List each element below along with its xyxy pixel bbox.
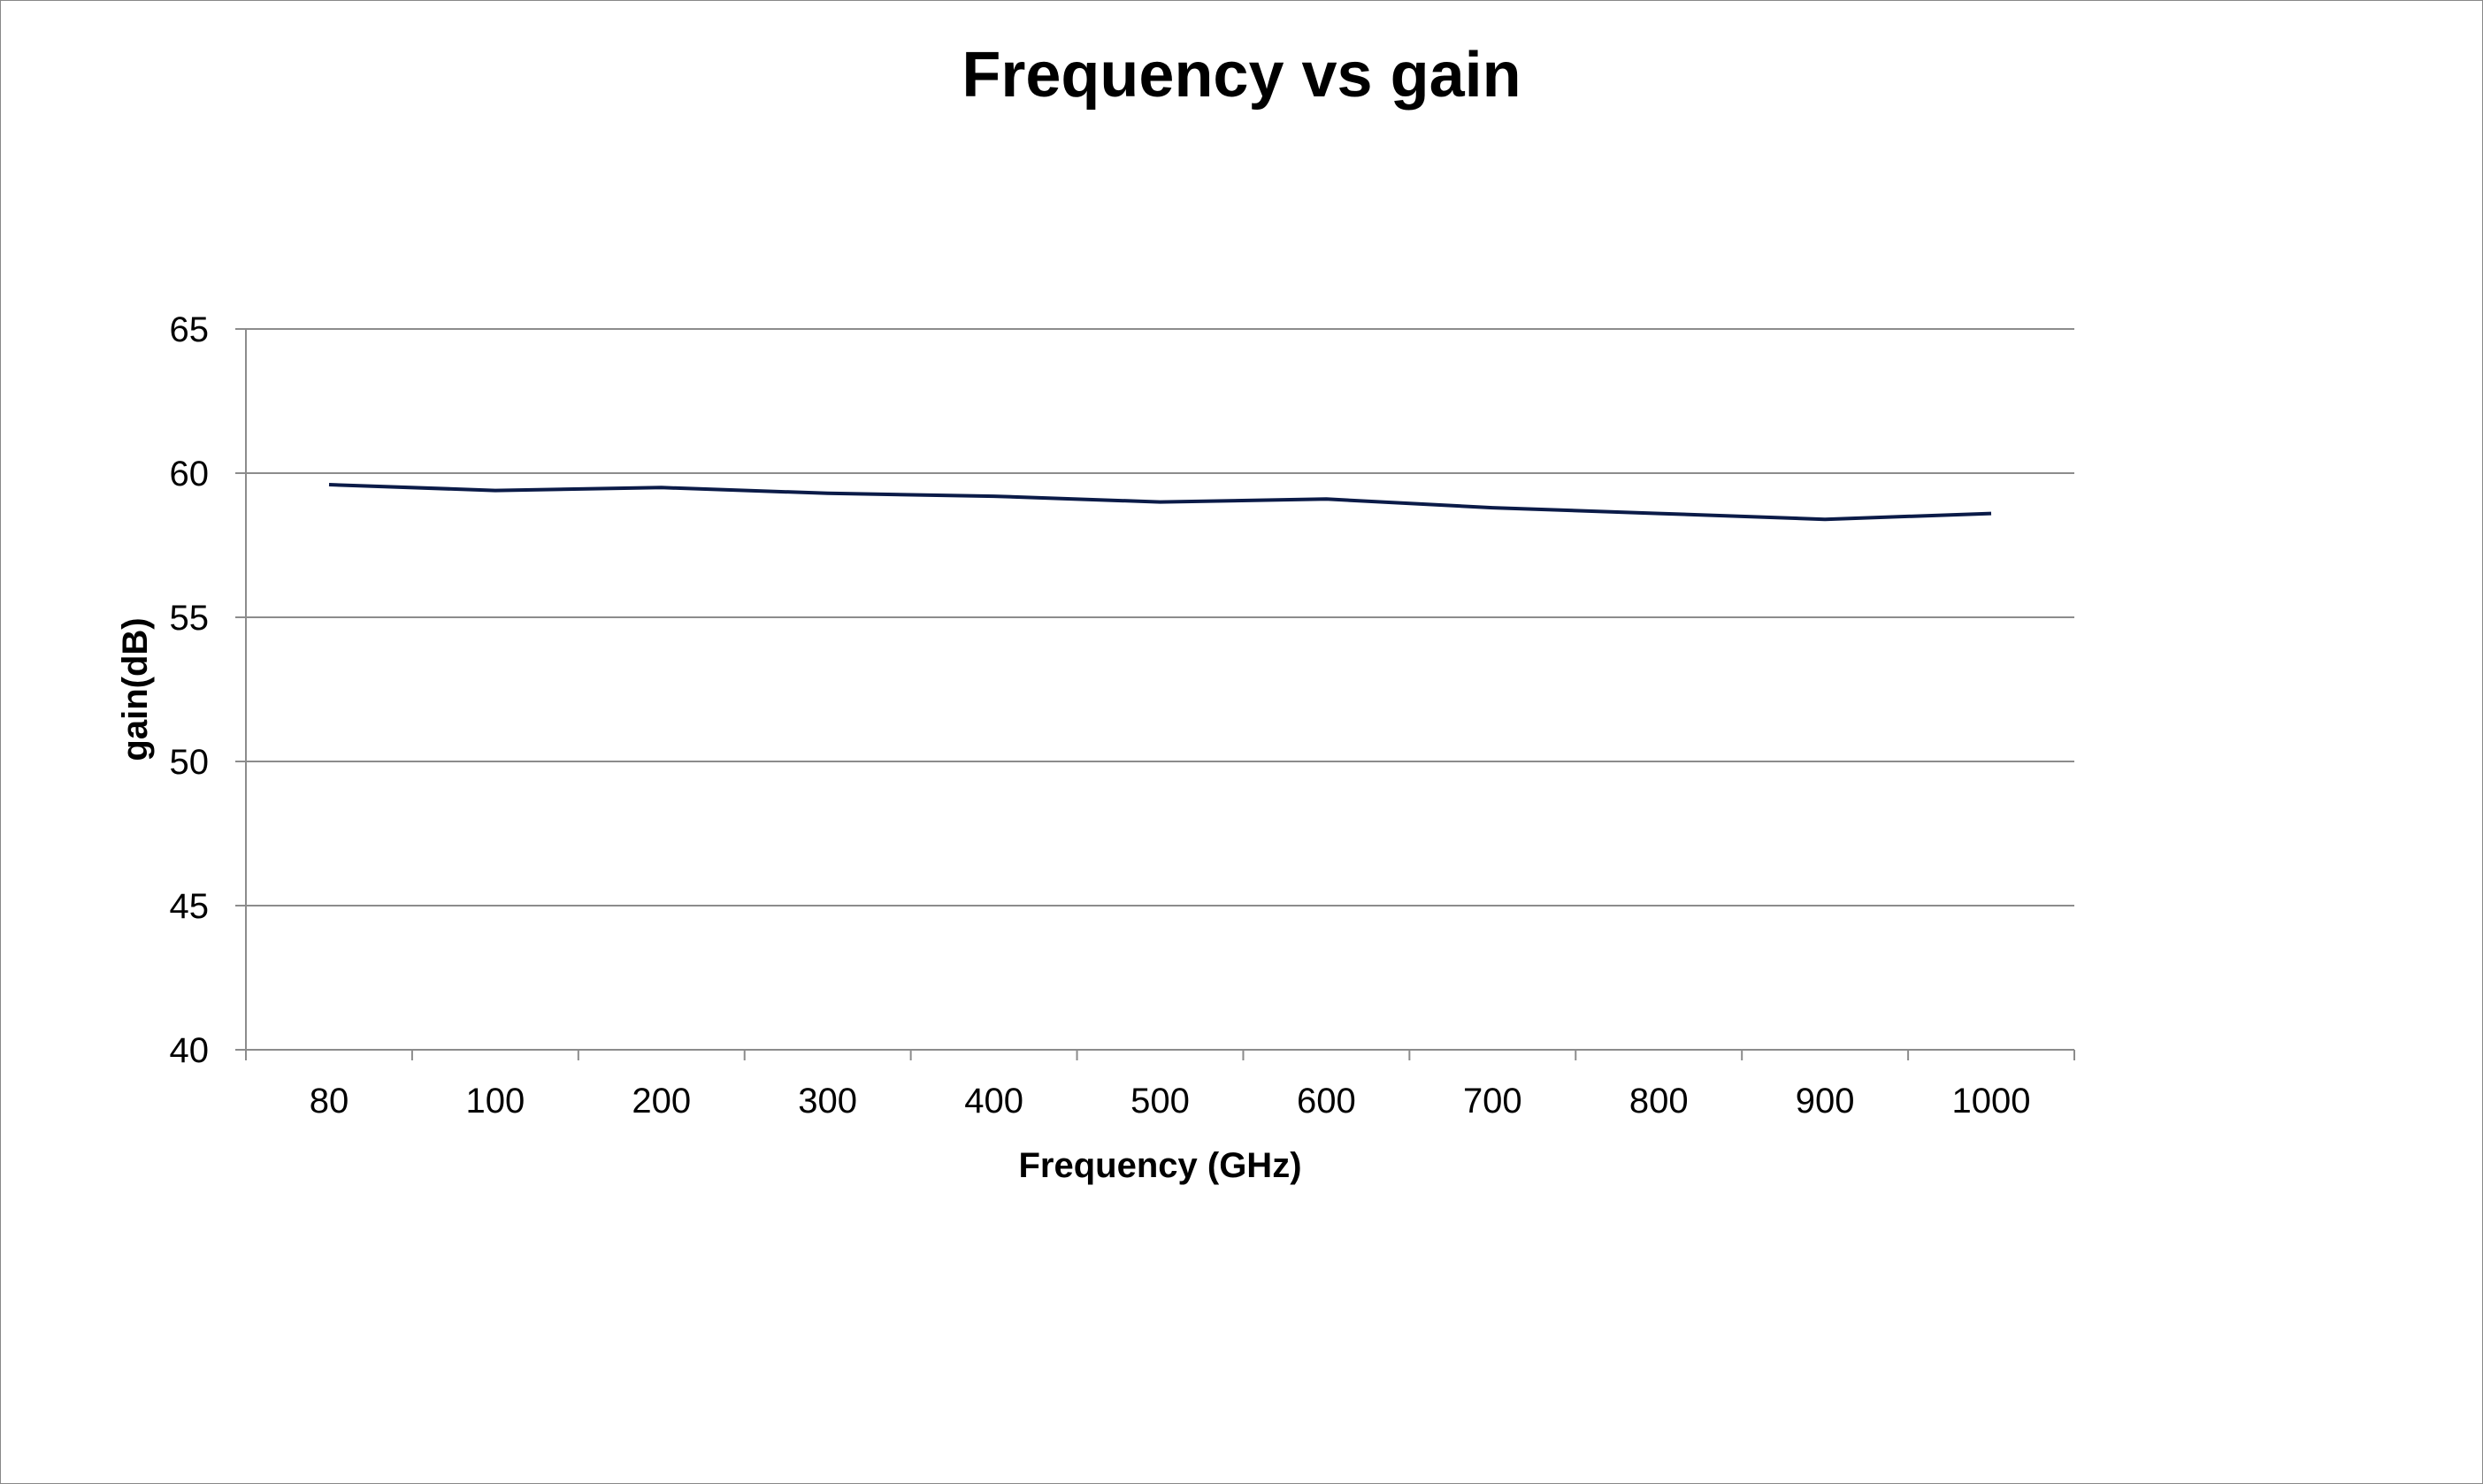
y-tick-label: 40 xyxy=(170,1031,210,1070)
y-axis-title: gain(dB) xyxy=(116,617,155,761)
x-tick-label: 200 xyxy=(632,1082,691,1121)
x-tick-label: 300 xyxy=(798,1082,857,1121)
x-tick-label: 100 xyxy=(465,1082,525,1121)
x-tick-label: 700 xyxy=(1463,1082,1522,1121)
y-tick-label: 55 xyxy=(170,599,210,638)
x-tick-label: 1000 xyxy=(1952,1082,2031,1121)
x-tick-label: 500 xyxy=(1130,1082,1190,1121)
x-tick-label: 600 xyxy=(1297,1082,1356,1121)
y-tick-label: 45 xyxy=(170,887,210,926)
x-tick-label: 900 xyxy=(1796,1082,1855,1121)
x-tick-label: 80 xyxy=(310,1082,349,1121)
y-tick-label: 50 xyxy=(170,743,210,782)
x-tick-label: 800 xyxy=(1629,1082,1689,1121)
x-tick-label: 400 xyxy=(964,1082,1023,1121)
x-axis-title: Frequency (GHz) xyxy=(1018,1146,1301,1185)
y-tick-label: 65 xyxy=(170,310,210,349)
y-tick-label: 60 xyxy=(170,455,210,493)
chart-title: Frequency vs gain xyxy=(962,40,1521,111)
